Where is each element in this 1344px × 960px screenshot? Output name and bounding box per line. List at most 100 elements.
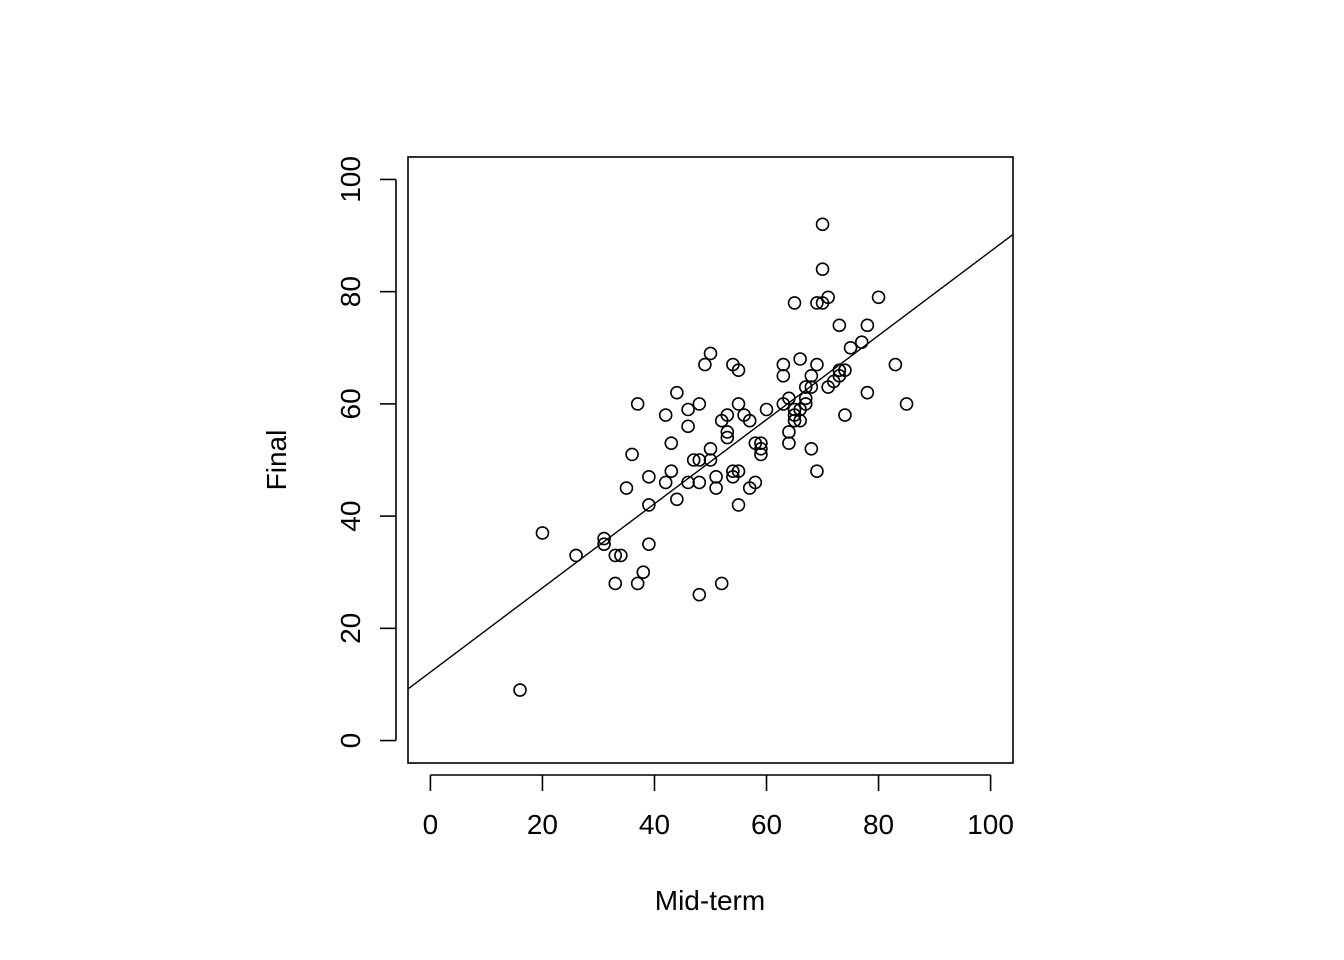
data-point xyxy=(888,357,903,372)
data-point xyxy=(810,296,824,310)
data-point xyxy=(608,548,623,563)
y-axis: 0 20 40 60 80 100 xyxy=(335,156,397,749)
data-point xyxy=(854,335,869,349)
x-tick-label: 40 xyxy=(639,809,670,840)
data-point xyxy=(703,346,718,361)
data-point xyxy=(625,447,639,462)
data-point xyxy=(642,537,656,551)
data-point xyxy=(754,441,768,456)
data-point xyxy=(692,475,707,490)
x-tick-label: 80 xyxy=(863,809,894,840)
data-point xyxy=(787,413,802,428)
data-point xyxy=(692,397,707,411)
data-point xyxy=(754,447,768,462)
data-point xyxy=(686,453,701,467)
data-point xyxy=(804,441,819,456)
data-point xyxy=(642,498,656,512)
data-point xyxy=(731,498,746,512)
y-tick-label: 0 xyxy=(335,733,366,749)
data-point xyxy=(899,397,914,411)
data-point xyxy=(793,352,807,366)
x-tick-label: 20 xyxy=(527,809,558,840)
data-point xyxy=(843,340,858,355)
data-point xyxy=(670,385,684,400)
y-tick-label: 60 xyxy=(335,388,366,419)
data-point xyxy=(838,408,852,422)
data-point xyxy=(860,385,875,400)
data-point xyxy=(748,475,763,490)
data-point xyxy=(619,481,634,495)
data-point xyxy=(636,565,651,580)
x-axis-label: Mid-term xyxy=(655,885,765,916)
data-point xyxy=(782,425,796,439)
y-tick-label: 100 xyxy=(335,156,366,203)
data-point xyxy=(535,526,550,540)
data-point xyxy=(597,537,611,551)
data-point xyxy=(709,481,723,495)
data-point xyxy=(793,413,807,428)
data-point xyxy=(720,408,735,422)
data-point xyxy=(709,470,723,484)
data-point xyxy=(681,419,695,434)
data-point xyxy=(670,492,684,507)
data-points xyxy=(513,217,914,697)
data-point xyxy=(731,464,746,479)
data-point xyxy=(720,425,735,439)
y-axis-label: Final xyxy=(261,430,292,491)
data-point xyxy=(832,363,847,378)
data-point xyxy=(664,436,679,450)
data-point xyxy=(871,290,886,305)
data-point xyxy=(742,413,757,428)
data-point xyxy=(714,576,729,591)
data-point xyxy=(787,296,802,310)
x-tick-label: 100 xyxy=(967,809,1014,840)
data-point xyxy=(838,363,852,378)
data-point xyxy=(810,464,824,479)
data-point xyxy=(860,318,875,333)
data-point xyxy=(815,262,830,277)
data-point xyxy=(804,380,819,394)
data-point xyxy=(658,408,673,422)
data-point xyxy=(821,290,835,305)
y-tick-label: 20 xyxy=(335,613,366,644)
data-point xyxy=(664,464,679,479)
y-tick-label: 40 xyxy=(335,501,366,532)
data-point xyxy=(810,357,824,372)
plot-frame xyxy=(407,156,1014,764)
data-point xyxy=(720,430,735,445)
data-point xyxy=(681,402,695,417)
data-point xyxy=(798,391,813,406)
data-point xyxy=(759,402,774,417)
x-tick-label: 0 xyxy=(423,809,439,840)
y-tick-label: 80 xyxy=(335,276,366,307)
data-point xyxy=(776,357,791,372)
data-point xyxy=(614,548,628,563)
data-point xyxy=(658,475,673,490)
data-point xyxy=(630,576,645,591)
data-point xyxy=(832,318,847,333)
data-point xyxy=(731,397,746,411)
data-point xyxy=(692,587,707,602)
data-point xyxy=(608,576,623,591)
data-point xyxy=(703,453,718,467)
data-point xyxy=(703,441,718,456)
data-point xyxy=(630,397,645,411)
data-point xyxy=(513,683,527,697)
data-point xyxy=(731,363,746,378)
data-point xyxy=(782,436,796,450)
data-point xyxy=(782,391,796,406)
x-tick-label: 60 xyxy=(751,809,782,840)
data-point xyxy=(776,369,791,383)
data-point xyxy=(698,357,712,372)
data-point xyxy=(726,464,740,479)
regression-line xyxy=(407,233,1014,690)
data-point xyxy=(804,369,819,383)
data-point xyxy=(815,217,830,232)
regression-line-group xyxy=(407,233,1014,690)
data-point xyxy=(597,531,611,546)
data-point xyxy=(569,548,583,563)
x-axis: 0 20 40 60 80 100 xyxy=(423,774,1014,840)
data-point xyxy=(798,397,813,411)
data-point xyxy=(642,470,656,484)
